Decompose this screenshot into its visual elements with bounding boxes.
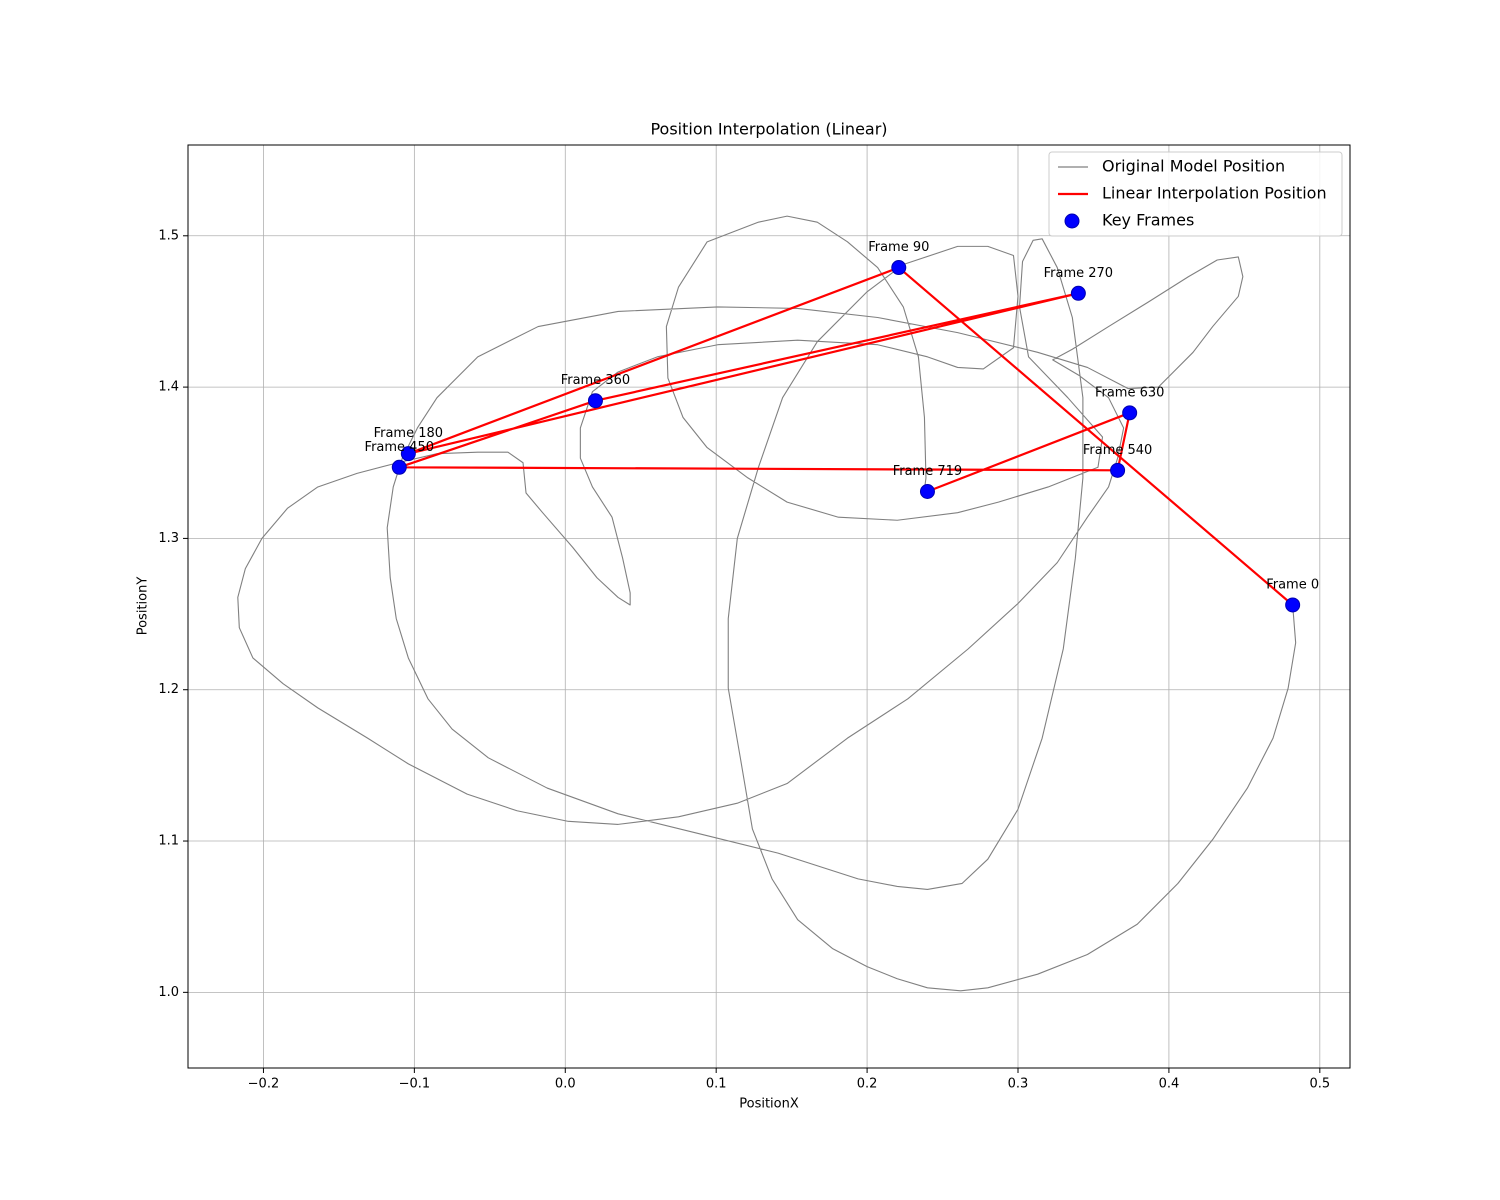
legend-label: Key Frames <box>1102 211 1194 230</box>
y-tick-label: 1.2 <box>158 682 179 697</box>
legend-label: Original Model Position <box>1102 157 1285 176</box>
x-axis-label: PositionX <box>739 1097 799 1112</box>
key-frame-label: Frame 719 <box>893 464 962 479</box>
key-frame-point <box>919 484 935 500</box>
key-frame-label: Frame 450 <box>365 440 434 455</box>
series-line <box>237 215 1297 992</box>
key-frame-point <box>1110 462 1126 478</box>
key-frame-point <box>891 260 907 276</box>
x-tick-label: 0.4 <box>1159 1077 1180 1092</box>
key-frame-label: Frame 540 <box>1083 443 1152 458</box>
key-frame-point <box>400 446 416 462</box>
plot-area: Frame 0 Frame 90 Frame 180 Frame 270 Frame 3… <box>237 215 1319 992</box>
y-tick-label: 1.5 <box>158 228 179 243</box>
ticks: −0.2 −0.1 0.0 0.1 0.2 0.3 0.4 0.5 1.0 1.1 1.2 1.3 1.… <box>158 228 1330 1091</box>
key-frame-label: Frame 270 <box>1044 266 1113 281</box>
y-tick-label: 1.1 <box>158 834 179 849</box>
x-tick-label: −0.1 <box>399 1077 431 1092</box>
x-tick-label: 0.1 <box>706 1077 727 1092</box>
key-frame-label: Frame 630 <box>1095 385 1164 400</box>
legend-box <box>1048 151 1343 237</box>
legend: Original Model Position Linear Interpolat… <box>1048 151 1343 237</box>
y-tick-label: 1.3 <box>158 531 179 546</box>
key-frame-label: Frame 0 <box>1266 577 1319 592</box>
x-tick-label: −0.2 <box>248 1077 280 1092</box>
key-frame-label: Frame 360 <box>561 373 630 388</box>
key-frame-point <box>587 393 603 409</box>
legend-marker <box>1064 213 1080 229</box>
x-tick-label: 0.5 <box>1309 1077 1330 1092</box>
key-frame-point <box>1122 405 1138 421</box>
y-tick-label: 1.0 <box>158 985 179 1000</box>
key-frame-label: Frame 90 <box>868 240 929 255</box>
chart-title: Position Interpolation (Linear) <box>650 120 887 139</box>
grid <box>188 145 1350 1068</box>
legend-label: Linear Interpolation Position <box>1102 184 1327 203</box>
axes-frame <box>187 144 1351 1069</box>
x-tick-label: 0.2 <box>857 1077 878 1092</box>
y-axis-label: PositionY <box>136 577 151 636</box>
key-frame-point <box>391 459 407 475</box>
y-tick-label: 1.4 <box>158 380 179 395</box>
key-frame-point <box>1285 597 1301 613</box>
key-frame-label: Frame 180 <box>374 426 443 441</box>
x-tick-label: 0.3 <box>1008 1077 1029 1092</box>
key-frame-point <box>1070 285 1086 301</box>
x-tick-label: 0.0 <box>555 1077 576 1092</box>
